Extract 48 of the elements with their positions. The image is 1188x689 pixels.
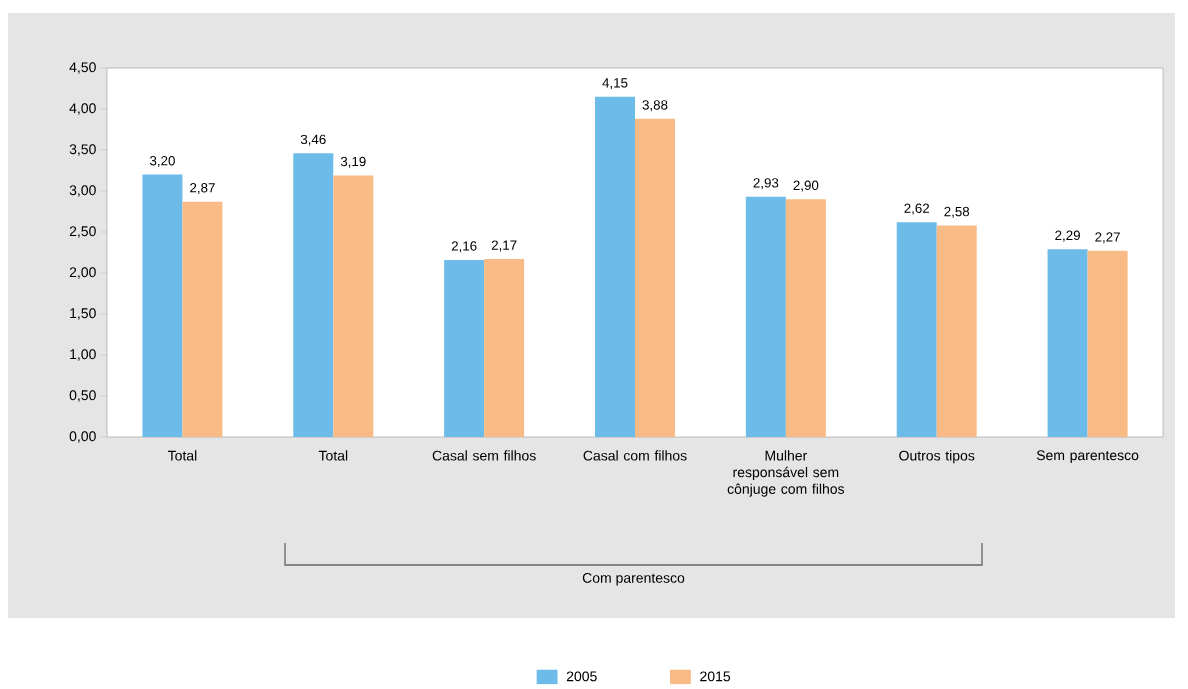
x-tick-label: Casal sem filhos (432, 450, 536, 461)
bar (635, 119, 676, 438)
x-tick-label: Outros tipos (899, 450, 975, 464)
bar (484, 259, 525, 438)
data-label: 4,15 (602, 78, 628, 90)
bar (896, 222, 937, 438)
bar (182, 201, 223, 438)
legend-label: 2005 (566, 671, 597, 682)
y-tick-label: 3,50 (69, 144, 96, 156)
data-label: 2,62 (904, 203, 930, 215)
data-label: 2,90 (793, 180, 819, 192)
data-label: 2,58 (944, 207, 970, 219)
text: Com parentesco (582, 573, 685, 586)
bar (785, 199, 826, 438)
y-tick-label: 1,00 (70, 349, 96, 361)
x-tick-label: Total (318, 450, 348, 461)
y-tick-label: 2,00 (69, 267, 96, 279)
x-tick-label: Mulher responsável sem cônjuge com filhos (727, 450, 845, 497)
data-label: 2,29 (1055, 230, 1080, 242)
data-label: 3,88 (642, 100, 668, 112)
y-tick-label: 0,50 (69, 390, 96, 402)
y-tick-label: 4,50 (69, 62, 96, 74)
y-tick-label: 4,00 (69, 103, 96, 115)
data-label: 2,87 (190, 183, 215, 195)
bar (745, 196, 786, 438)
x-tick-label: Sem parentesco (1036, 450, 1139, 464)
bar (936, 225, 977, 438)
x-tick-label: Casal com filhos (583, 450, 687, 461)
bar (293, 153, 334, 438)
bar (333, 175, 374, 438)
data-label: 3,46 (300, 134, 326, 146)
bar (142, 174, 183, 438)
data-label: 2,93 (753, 178, 779, 190)
bar (444, 260, 485, 438)
data-label: 3,19 (340, 157, 366, 169)
data-label: 2,16 (451, 241, 477, 253)
data-label: 2,27 (1095, 232, 1120, 244)
data-label: 2,17 (491, 240, 517, 252)
x-tick-label: Total (167, 450, 197, 461)
y-tick-label: 0,00 (69, 431, 96, 443)
bar (595, 96, 636, 438)
bar (1087, 251, 1128, 438)
y-tick-label: 3,00 (69, 185, 96, 197)
y-tick-label: 2,50 (69, 226, 96, 238)
data-label: 3,20 (149, 156, 175, 168)
bar (1047, 249, 1088, 438)
y-tick-label: 1,50 (70, 308, 96, 320)
legend-label: 2015 (700, 671, 731, 682)
